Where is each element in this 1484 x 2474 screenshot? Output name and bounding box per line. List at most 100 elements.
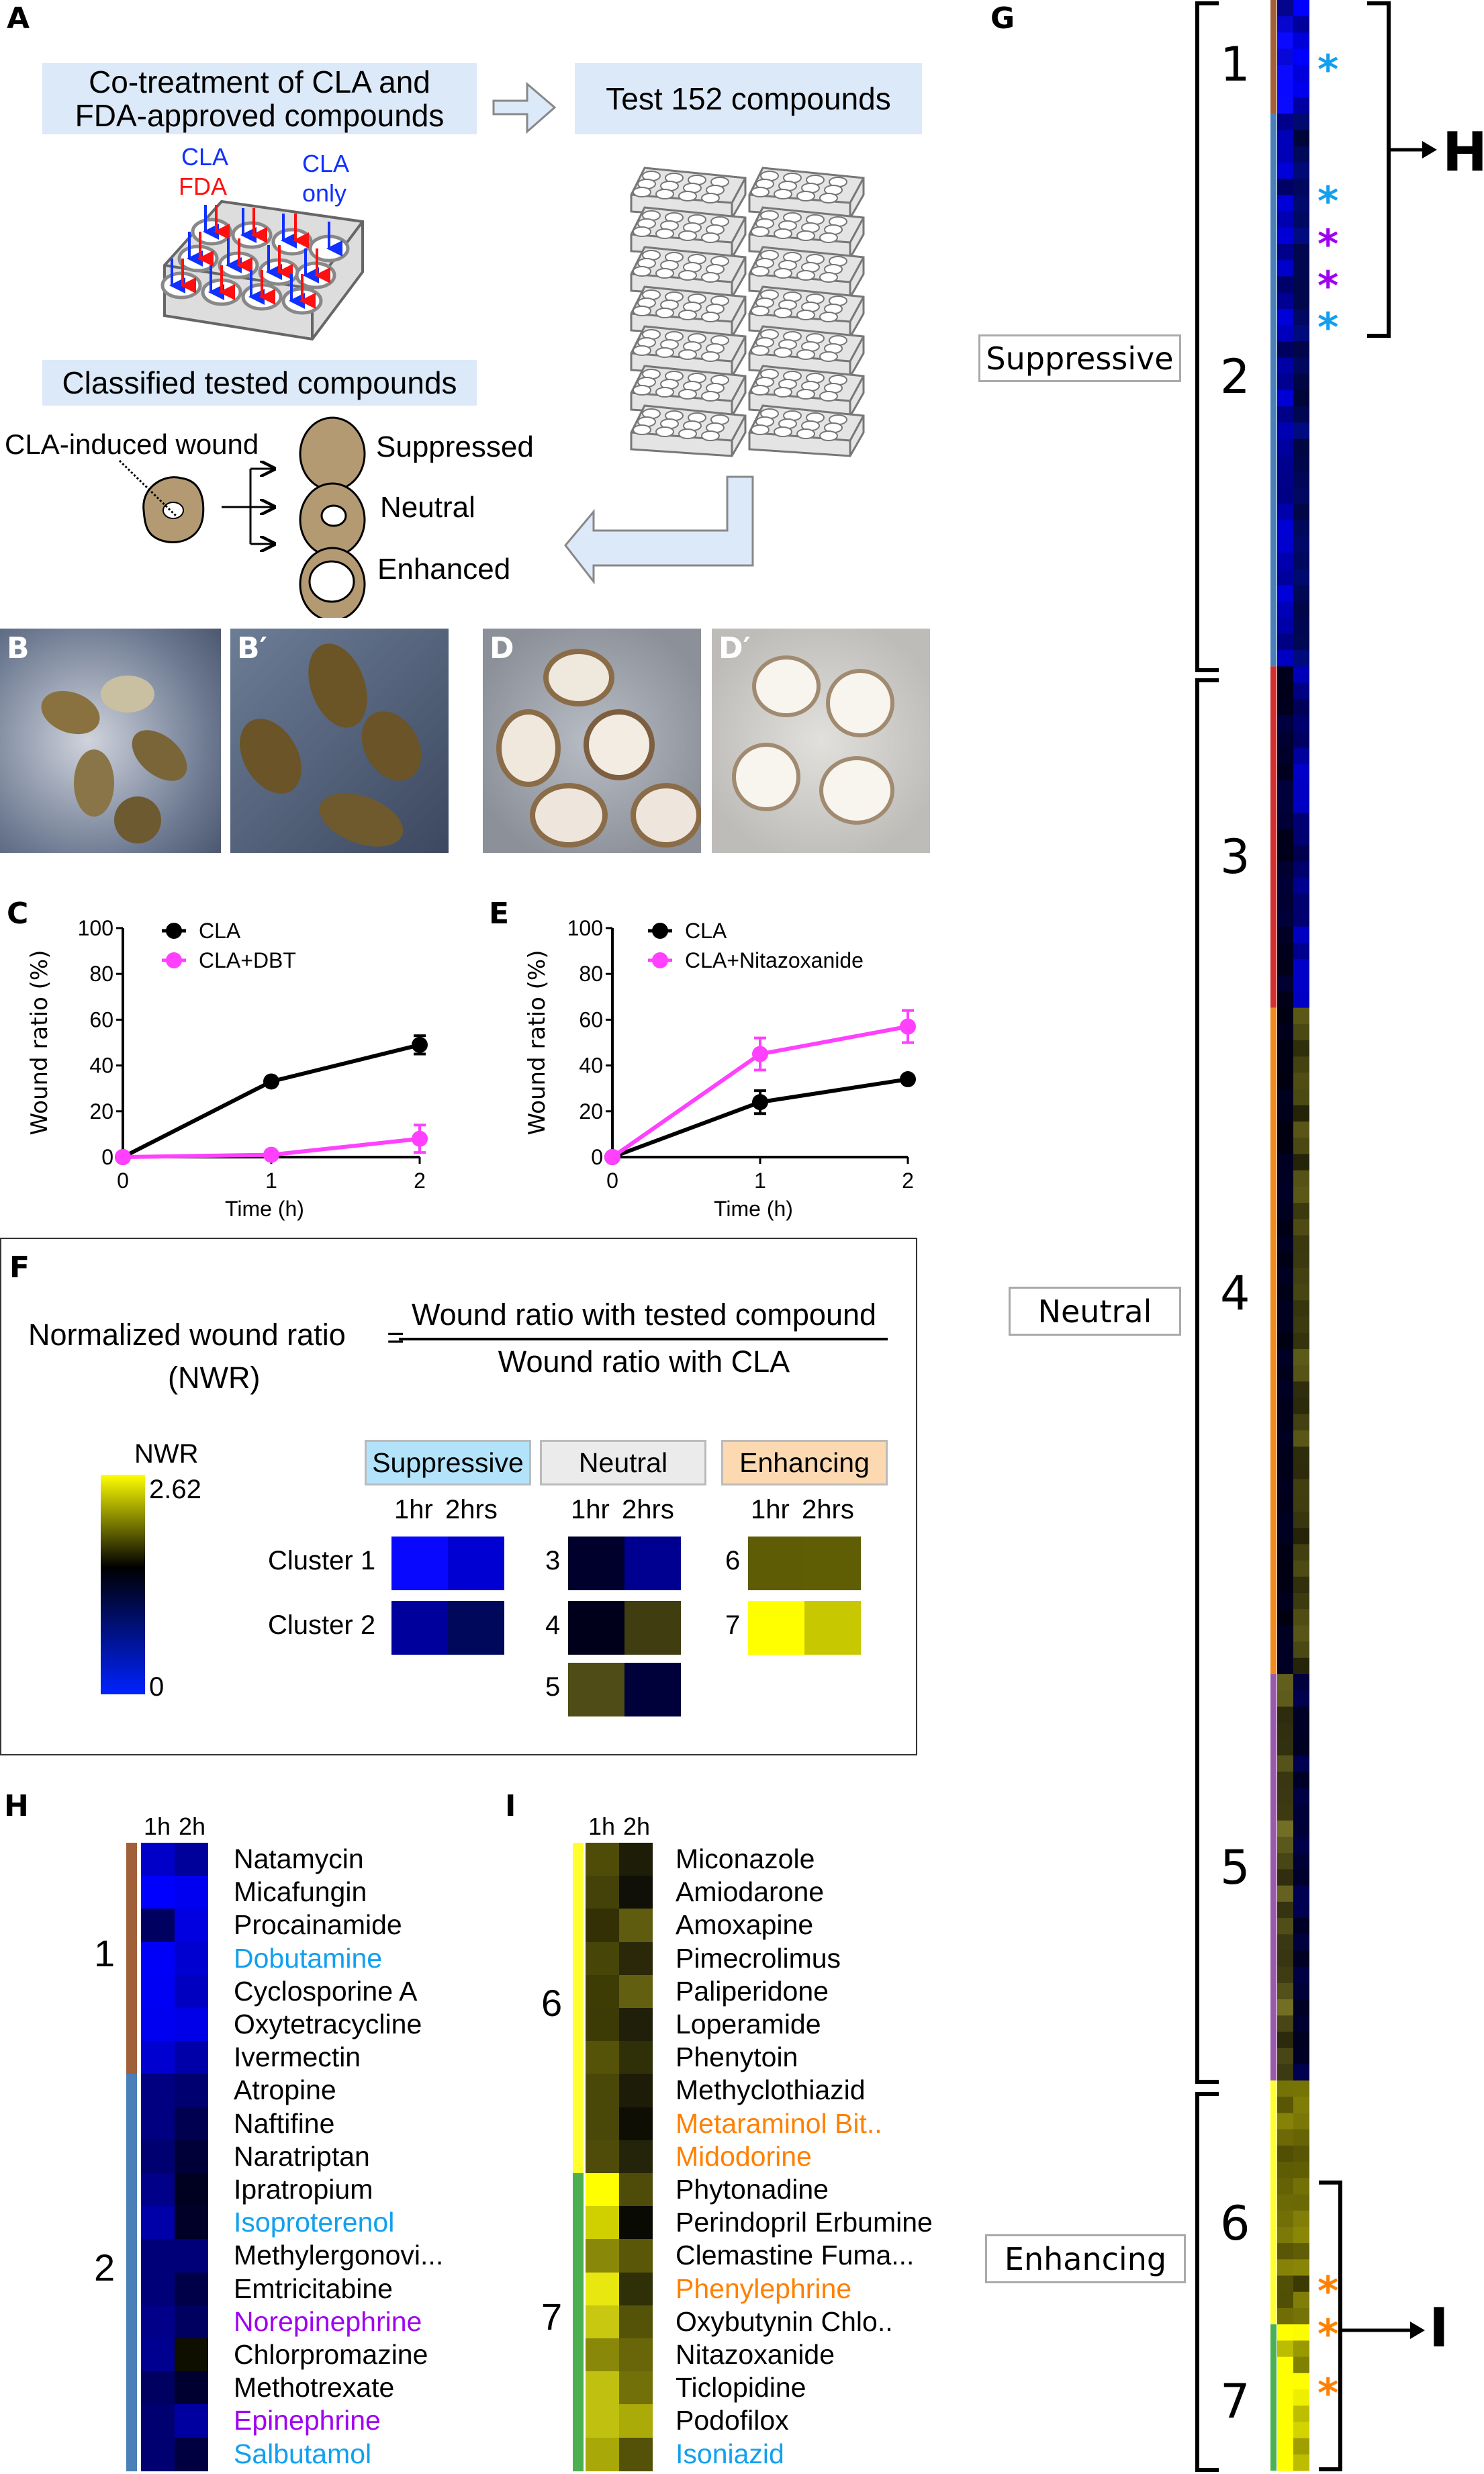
f-time-header: 1hr [571, 1495, 610, 1524]
cluster-color-bar [126, 1909, 137, 1943]
g-heatmap-cell [1277, 1901, 1293, 1919]
heatmap-cell [141, 2206, 175, 2240]
g-cluster-6-rows [1270, 2080, 1309, 2325]
g-heatmap-cell [1293, 2064, 1309, 2081]
data-point [115, 1149, 131, 1165]
g-heatmap-cell [1277, 715, 1293, 732]
g-heatmap-cell [1277, 1625, 1293, 1643]
f-cluster-label: Cluster 1 [268, 1546, 376, 1575]
heatmap-cell [175, 2107, 208, 2141]
g-heatmap-cell [1277, 666, 1293, 684]
cluster-color-bar [573, 2272, 584, 2306]
cluster-color-bar [126, 2041, 137, 2075]
mini-plate-icon [748, 285, 865, 338]
g-heatmap-cell [1293, 1982, 1309, 2000]
data-point [900, 1018, 916, 1035]
heatmap-cell [175, 2239, 208, 2273]
mini-plate-icon [630, 325, 747, 378]
g-heatmap-cell [1277, 910, 1293, 927]
g-heatmap-cell [1293, 1121, 1309, 1138]
g-bracket [1319, 2181, 1342, 2471]
g-bracket [1195, 678, 1219, 2084]
compound-name: Methotrexate [234, 2372, 395, 2403]
g-category-enhancing: Enhancing [985, 2234, 1186, 2283]
g-heatmap-cell [1277, 633, 1293, 651]
cluster-color-bar [573, 2074, 584, 2108]
f-heatmap-cell [391, 1537, 448, 1590]
compound-name: Naratriptan [234, 2140, 370, 2172]
g-heatmap-cell [1277, 130, 1293, 147]
g-heatmap-cell [1277, 1576, 1293, 1594]
heatmap-cell [586, 2272, 619, 2306]
heatmap-cell [586, 2173, 619, 2207]
g-heatmap-cell [1277, 2422, 1293, 2439]
g-heatmap-cell [1293, 780, 1309, 797]
g-heatmap-cell [1293, 878, 1309, 895]
g-heatmap-cell [1293, 2454, 1309, 2471]
g-heatmap-cell [1293, 633, 1309, 651]
heatmap-cell [141, 2272, 175, 2306]
heatmap-cell [619, 1843, 653, 1877]
g-heatmap-cell [1277, 1430, 1293, 1447]
f-heatmap-cell [748, 1601, 804, 1655]
heatmap-cell [175, 2338, 208, 2373]
heatmap-cell [586, 2305, 619, 2339]
g-heatmap-cell [1277, 1853, 1293, 1870]
photo-b-prime: B′ [230, 629, 449, 853]
heatmap-cell [586, 2140, 619, 2174]
cluster-color-bar [573, 1843, 584, 1877]
g-heatmap-cell [1277, 1479, 1293, 1496]
x-axis-title: Time (h) [225, 1197, 304, 1221]
plate-label-cla-only-2: only [302, 179, 346, 207]
f-time-header: 1hr [751, 1495, 790, 1524]
g-heatmap-cell [1293, 2243, 1309, 2260]
g-heatmap-cell [1277, 1820, 1293, 1837]
compound-name: Ipratropium [234, 2174, 373, 2205]
g-heatmap-cell [1277, 1706, 1293, 1724]
g-heatmap-cell [1277, 1869, 1293, 1886]
g-heatmap-cell [1293, 975, 1309, 992]
legend-label: CLA [199, 919, 241, 943]
nwr-lhs-abbr: (NWR) [168, 1361, 261, 1395]
y-tick-label: 60 [89, 1007, 113, 1032]
g-heatmap-cell [1277, 959, 1293, 976]
g-heatmap-cell [1277, 1105, 1293, 1122]
compound-name: Nitazoxanide [676, 2339, 835, 2370]
cluster-color-bar [573, 2371, 584, 2406]
g-heatmap-cell [1277, 1641, 1293, 1659]
g-heatmap-cell [1293, 2097, 1309, 2114]
g-heatmap-cell [1277, 552, 1293, 569]
g-category-suppressive: Suppressive [978, 334, 1181, 382]
f-cluster-label: 3 [545, 1546, 561, 1575]
g-heatmap-cell [1293, 455, 1309, 472]
panel-c-label: C [7, 897, 29, 931]
chart-e: 0 20 40 60 80 100 0 1 2 Time (h) Wound ratio (%) CL… [524, 916, 916, 1221]
heatmap-cell [175, 1909, 208, 1943]
g-heatmap-cell [1293, 601, 1309, 618]
compound-name: Naftifine [234, 2107, 335, 2139]
nwr-denominator: Wound ratio with CLA [498, 1344, 790, 1379]
g-heatmap-cell [1293, 698, 1309, 716]
g-heatmap-cell [1277, 2275, 1293, 2293]
heatmap-cell [141, 1843, 175, 1877]
f-heatmap-cell [624, 1537, 681, 1590]
heatmap-cell [586, 1941, 619, 1976]
g-cluster-7-rows [1270, 2324, 1309, 2471]
g-heatmap-cell [1293, 1447, 1309, 1463]
g-heatmap-cell [1277, 1365, 1293, 1382]
g-heatmap-cell [1277, 682, 1293, 700]
g-heatmap-cell [1277, 2226, 1293, 2244]
g-heatmap-cell [1277, 48, 1293, 66]
g-heatmap-cell [1293, 1300, 1309, 1318]
f-time-header: 2hrs [802, 1495, 854, 1524]
plate-label-cla-only-1: CLA [302, 150, 349, 177]
g-heatmap-cell [1293, 569, 1309, 586]
g-heatmap-cell [1293, 926, 1309, 944]
g-cluster-7: 7 [1220, 2374, 1250, 2429]
g-heatmap-cell [1293, 894, 1309, 911]
heatmap-cell [619, 2437, 653, 2471]
g-heatmap-cell [1293, 325, 1309, 342]
f-heatmap-cell [624, 1663, 681, 1716]
outcome-neutral: Neutral [380, 491, 475, 524]
g-heatmap-cell [1277, 2194, 1293, 2211]
